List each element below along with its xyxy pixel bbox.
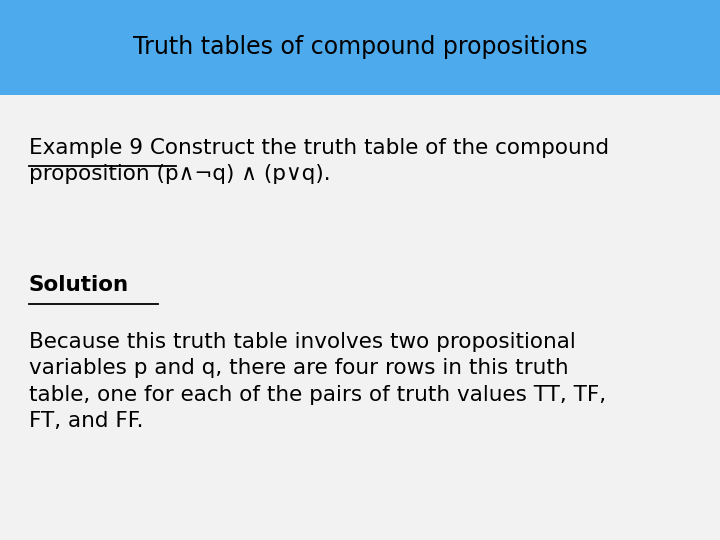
Text: Solution: Solution [29,275,129,295]
Text: Example 9 Construct the truth table of the compound
proposition (p∧¬q) ∧ (p∨q).: Example 9 Construct the truth table of t… [29,138,609,184]
Text: Example 9: Example 9 [29,138,143,158]
FancyBboxPatch shape [0,0,720,94]
Text: Because this truth table involves two propositional
variables p and q, there are: Because this truth table involves two pr… [29,332,606,431]
Text: Solution: Solution [29,275,129,295]
Text: Truth tables of compound propositions: Truth tables of compound propositions [132,35,588,59]
